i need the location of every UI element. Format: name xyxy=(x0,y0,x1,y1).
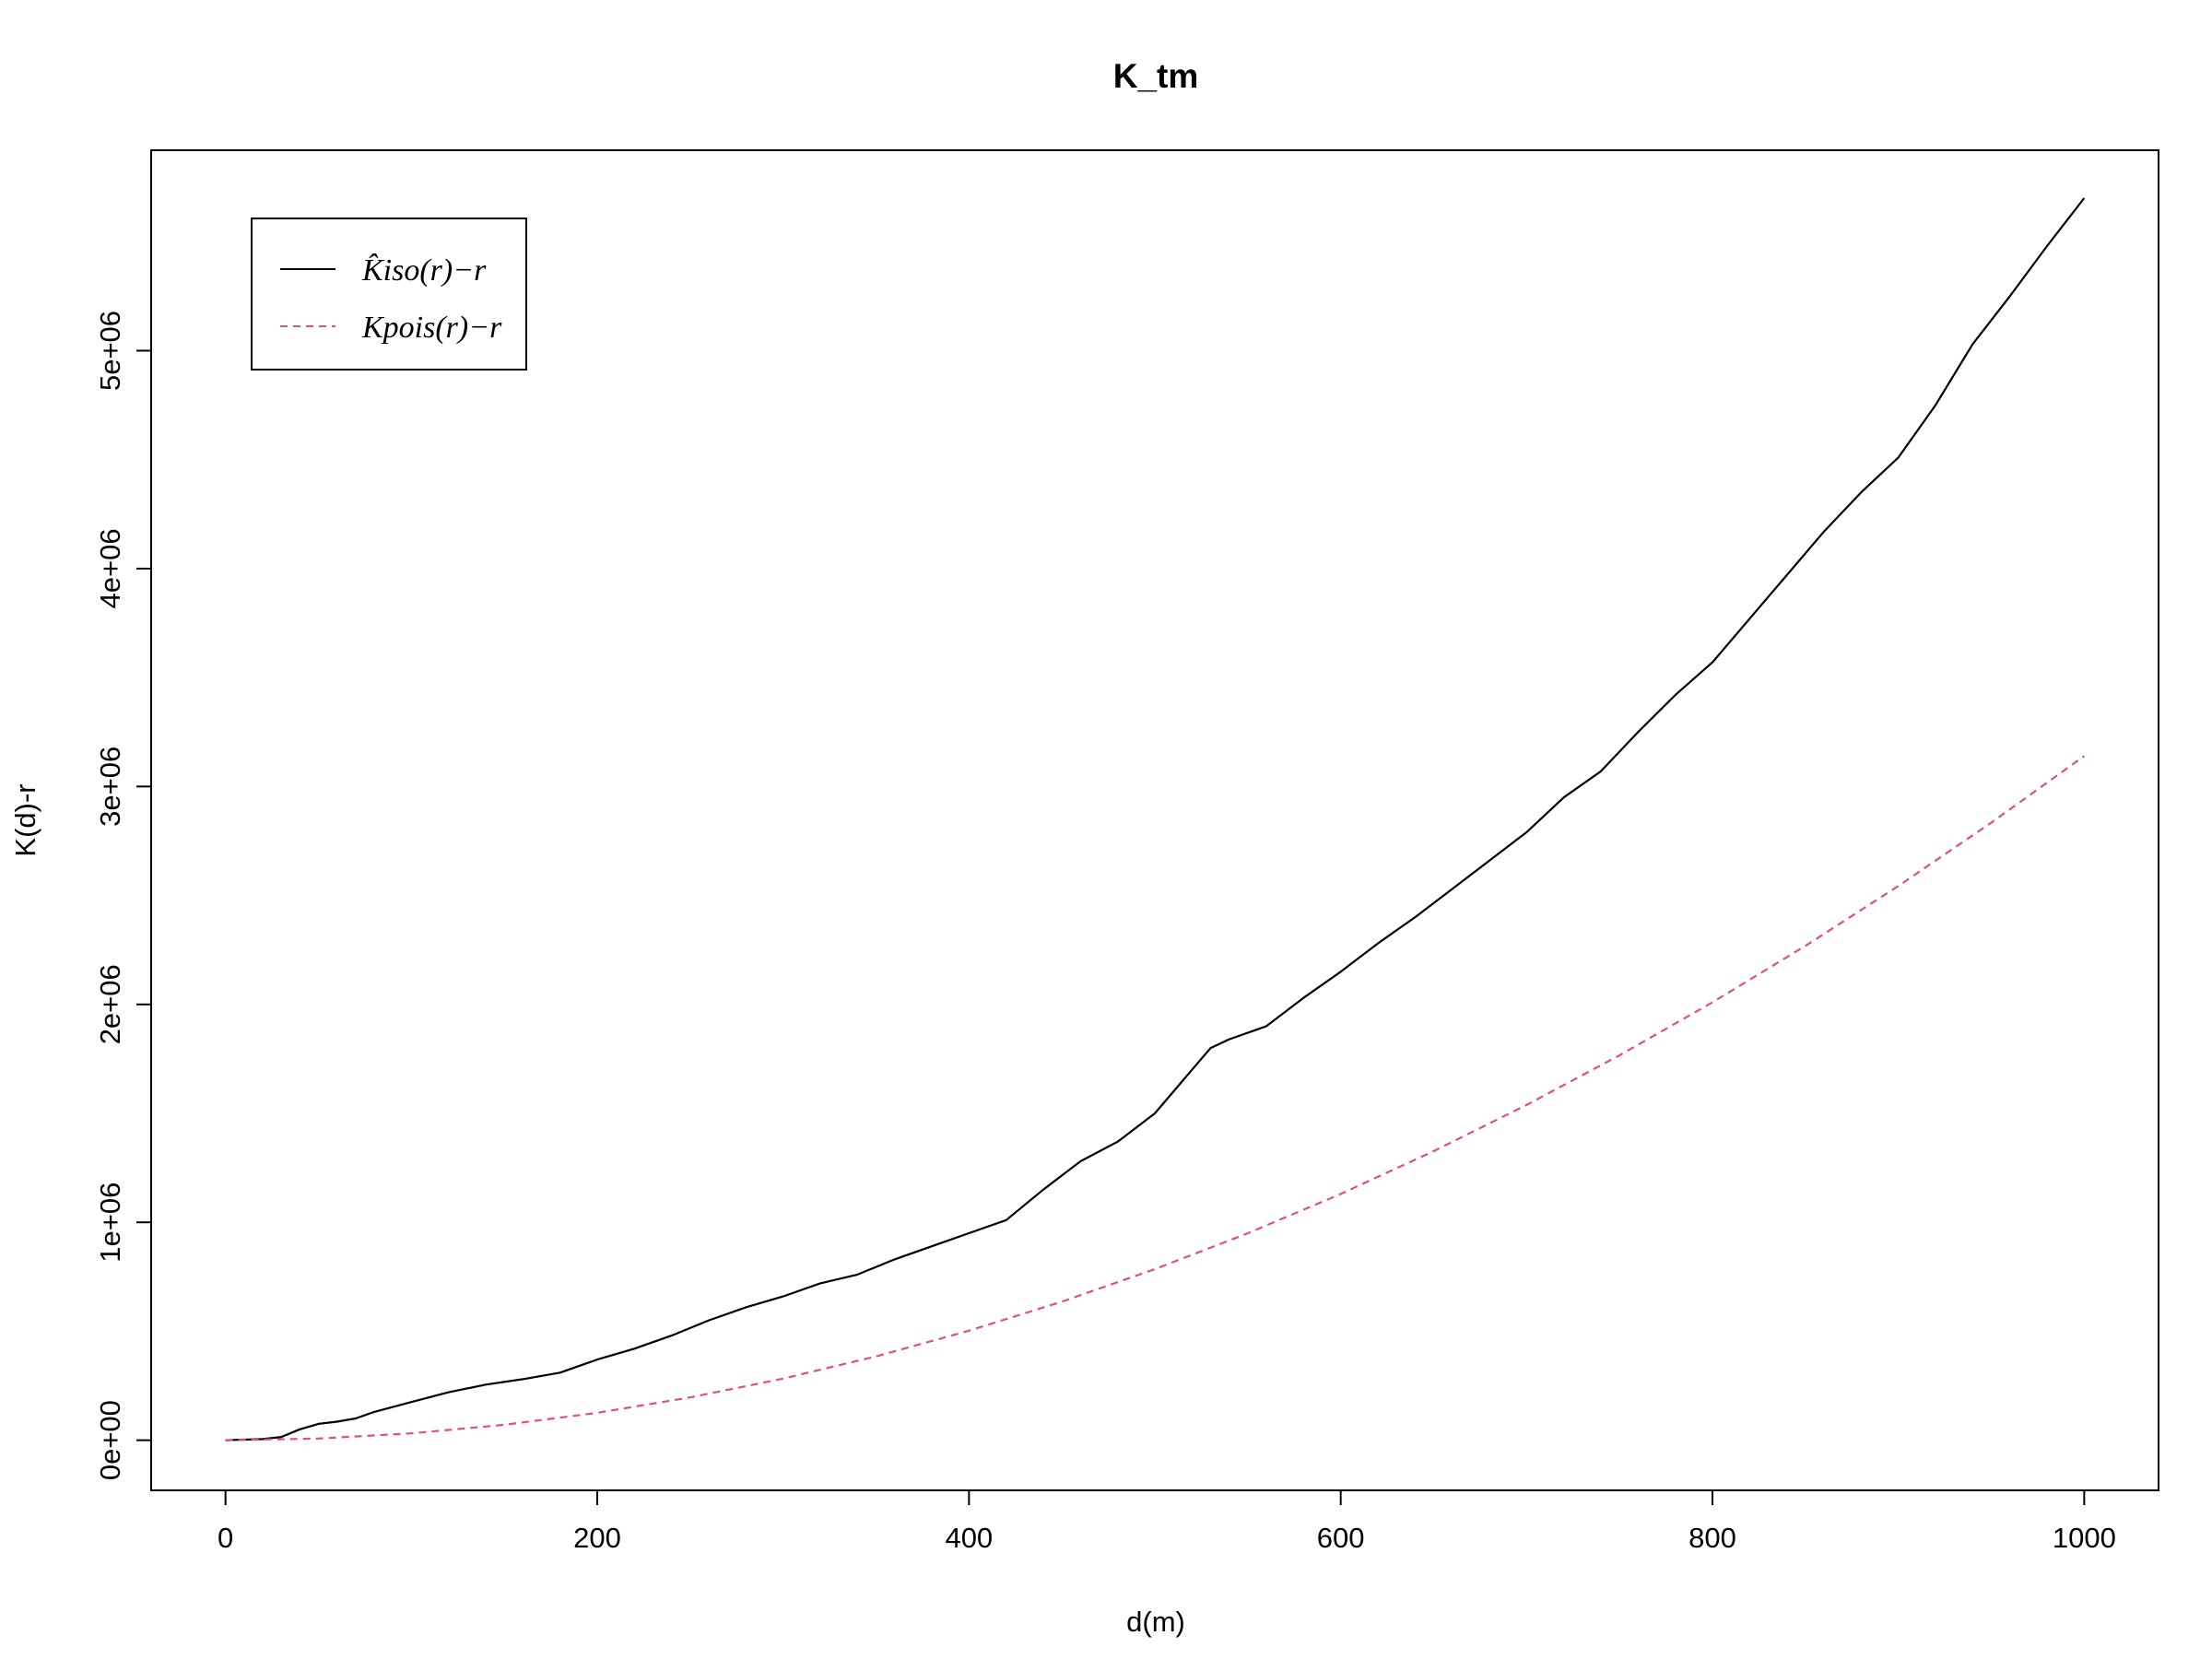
legend-label-kpois: Kpois(r)−r xyxy=(361,311,502,345)
legend-text-kiso: K̂iso(r)−r xyxy=(361,253,487,288)
legend-box xyxy=(251,218,527,371)
x-axis: 0 200 400 600 800 1000 xyxy=(218,1489,2116,1554)
series-layer xyxy=(225,197,2086,1441)
x-tick-label: 1000 xyxy=(2053,1522,2116,1554)
x-tick-label: 0 xyxy=(218,1522,233,1554)
y-axis: 0e+00 1e+06 2e+06 3e+06 4e+06 5e+06 xyxy=(94,311,152,1480)
y-tick-label: 1e+06 xyxy=(94,1182,126,1263)
legend-label-kiso: K̂iso(r)−r xyxy=(361,253,487,288)
legend: K̂iso(r)−r Kpois(r)−r xyxy=(251,218,527,371)
legend-text-kpois: Kpois(r)−r xyxy=(361,311,502,345)
x-tick-label: 800 xyxy=(1688,1522,1736,1554)
chart-title: K_tm xyxy=(1113,57,1199,95)
series-line-kiso xyxy=(225,197,2086,1441)
x-tick-label: 400 xyxy=(945,1522,993,1554)
y-tick-label: 2e+06 xyxy=(94,964,126,1044)
y-tick-label: 3e+06 xyxy=(94,747,126,827)
x-tick-label: 600 xyxy=(1317,1522,1365,1554)
y-tick-label: 0e+00 xyxy=(94,1400,126,1480)
x-axis-label: d(m) xyxy=(1126,1606,1185,1638)
y-axis-label: K(d)-r xyxy=(9,783,41,856)
x-tick-label: 200 xyxy=(573,1522,621,1554)
series-line-kpois xyxy=(225,755,2085,1441)
y-tick-label: 5e+06 xyxy=(94,311,126,391)
y-tick-label: 4e+06 xyxy=(94,528,126,608)
